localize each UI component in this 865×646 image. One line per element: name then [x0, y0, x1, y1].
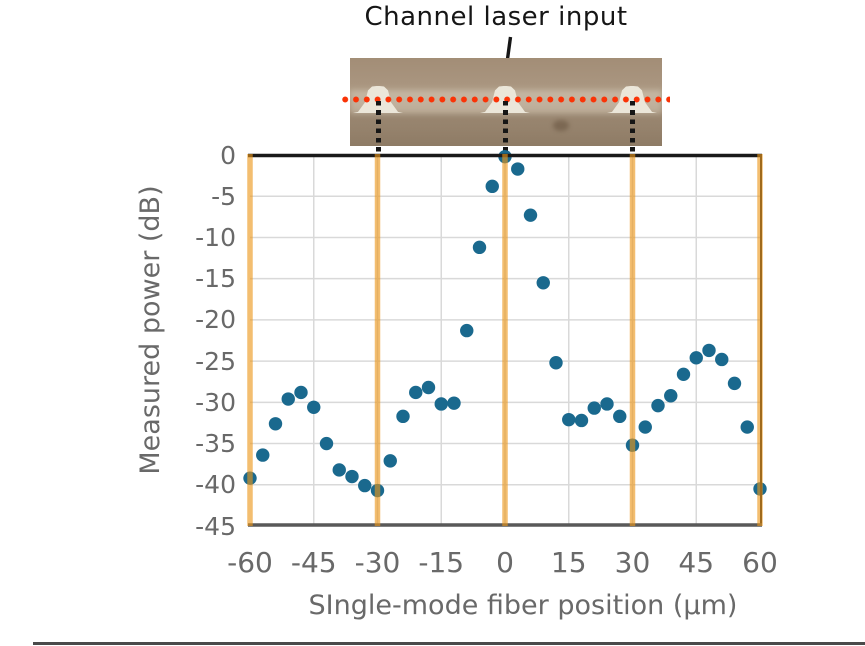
data-point: [396, 409, 410, 424]
data-point: [574, 413, 589, 428]
y-tick-label: -40: [195, 470, 236, 500]
data-point: [485, 179, 499, 194]
x-tick-label: 0: [496, 546, 514, 579]
data-point: [358, 478, 372, 493]
data-point: [727, 376, 742, 391]
data-point: [421, 380, 436, 395]
channel-guide-dotted-line-right: [629, 101, 635, 157]
data-point: [434, 397, 448, 411]
x-tick-label: -30: [354, 546, 401, 579]
x-tick-label: 45: [678, 546, 715, 579]
y-tick-label: -45: [195, 511, 236, 541]
y-tick-label: -30: [195, 387, 236, 417]
data-point: [562, 412, 576, 427]
data-point: [638, 420, 652, 434]
y-tick-label: -35: [195, 429, 236, 459]
x-tick-label: 60: [742, 546, 778, 579]
data-point: [460, 323, 474, 338]
data-point: [307, 400, 321, 414]
data-point: [536, 276, 550, 290]
x-tick-label: 15: [550, 546, 587, 579]
y-tick-label: -15: [195, 264, 236, 294]
y-tick-label: 0: [220, 140, 236, 170]
data-point: [294, 385, 308, 400]
plot-area: [243, 149, 767, 527]
channel-guide-dotted-line-left: [375, 101, 381, 157]
data-point: [702, 343, 716, 358]
data-point: [383, 454, 397, 468]
channel-position-line: [247, 154, 253, 526]
x-tick-label: -15: [418, 546, 465, 579]
data-point: [676, 367, 691, 382]
channel-guide-dotted-line-center: [503, 101, 508, 157]
data-point: [587, 401, 601, 415]
data-point: [715, 352, 729, 367]
photo-smudge: [553, 120, 569, 131]
y-tick-label: -20: [195, 305, 236, 335]
x-tick-label: -60: [227, 546, 273, 579]
y-tick-label: -25: [195, 346, 236, 376]
data-point: [549, 356, 563, 370]
x-tick-label: -45: [290, 546, 337, 579]
slide-edge-strip: [33, 642, 865, 645]
channel-position-line: [502, 154, 508, 526]
data-point: [651, 398, 665, 413]
data-point: [281, 392, 295, 406]
data-point: [664, 389, 678, 403]
data-point: [345, 469, 359, 484]
channel-position-line: [629, 154, 636, 526]
data-point: [600, 397, 614, 411]
y-axis-title: Measured power (dB): [135, 185, 166, 475]
x-tick-label: 30: [614, 546, 651, 579]
data-point: [409, 385, 423, 400]
data-point: [472, 240, 487, 255]
data-point: [689, 351, 703, 365]
data-point: [319, 436, 334, 451]
data-point: [332, 463, 346, 477]
fiber-scan-line-red-dotted: [342, 96, 670, 103]
channel-position-line: [374, 154, 381, 526]
annotation-channel-laser-input: Channel laser input: [364, 2, 628, 32]
y-tick-label: -5: [211, 181, 236, 211]
data-point: [268, 417, 283, 431]
data-point: [447, 396, 461, 410]
data-point: [740, 420, 754, 434]
data-point: [613, 409, 627, 424]
data-point: [256, 448, 270, 462]
channel-position-line: [757, 154, 763, 526]
y-tick-label: -10: [195, 222, 236, 252]
data-point: [523, 208, 538, 222]
x-axis-title: SIngle-mode fiber position (μm): [308, 590, 738, 621]
data-point: [511, 162, 525, 176]
